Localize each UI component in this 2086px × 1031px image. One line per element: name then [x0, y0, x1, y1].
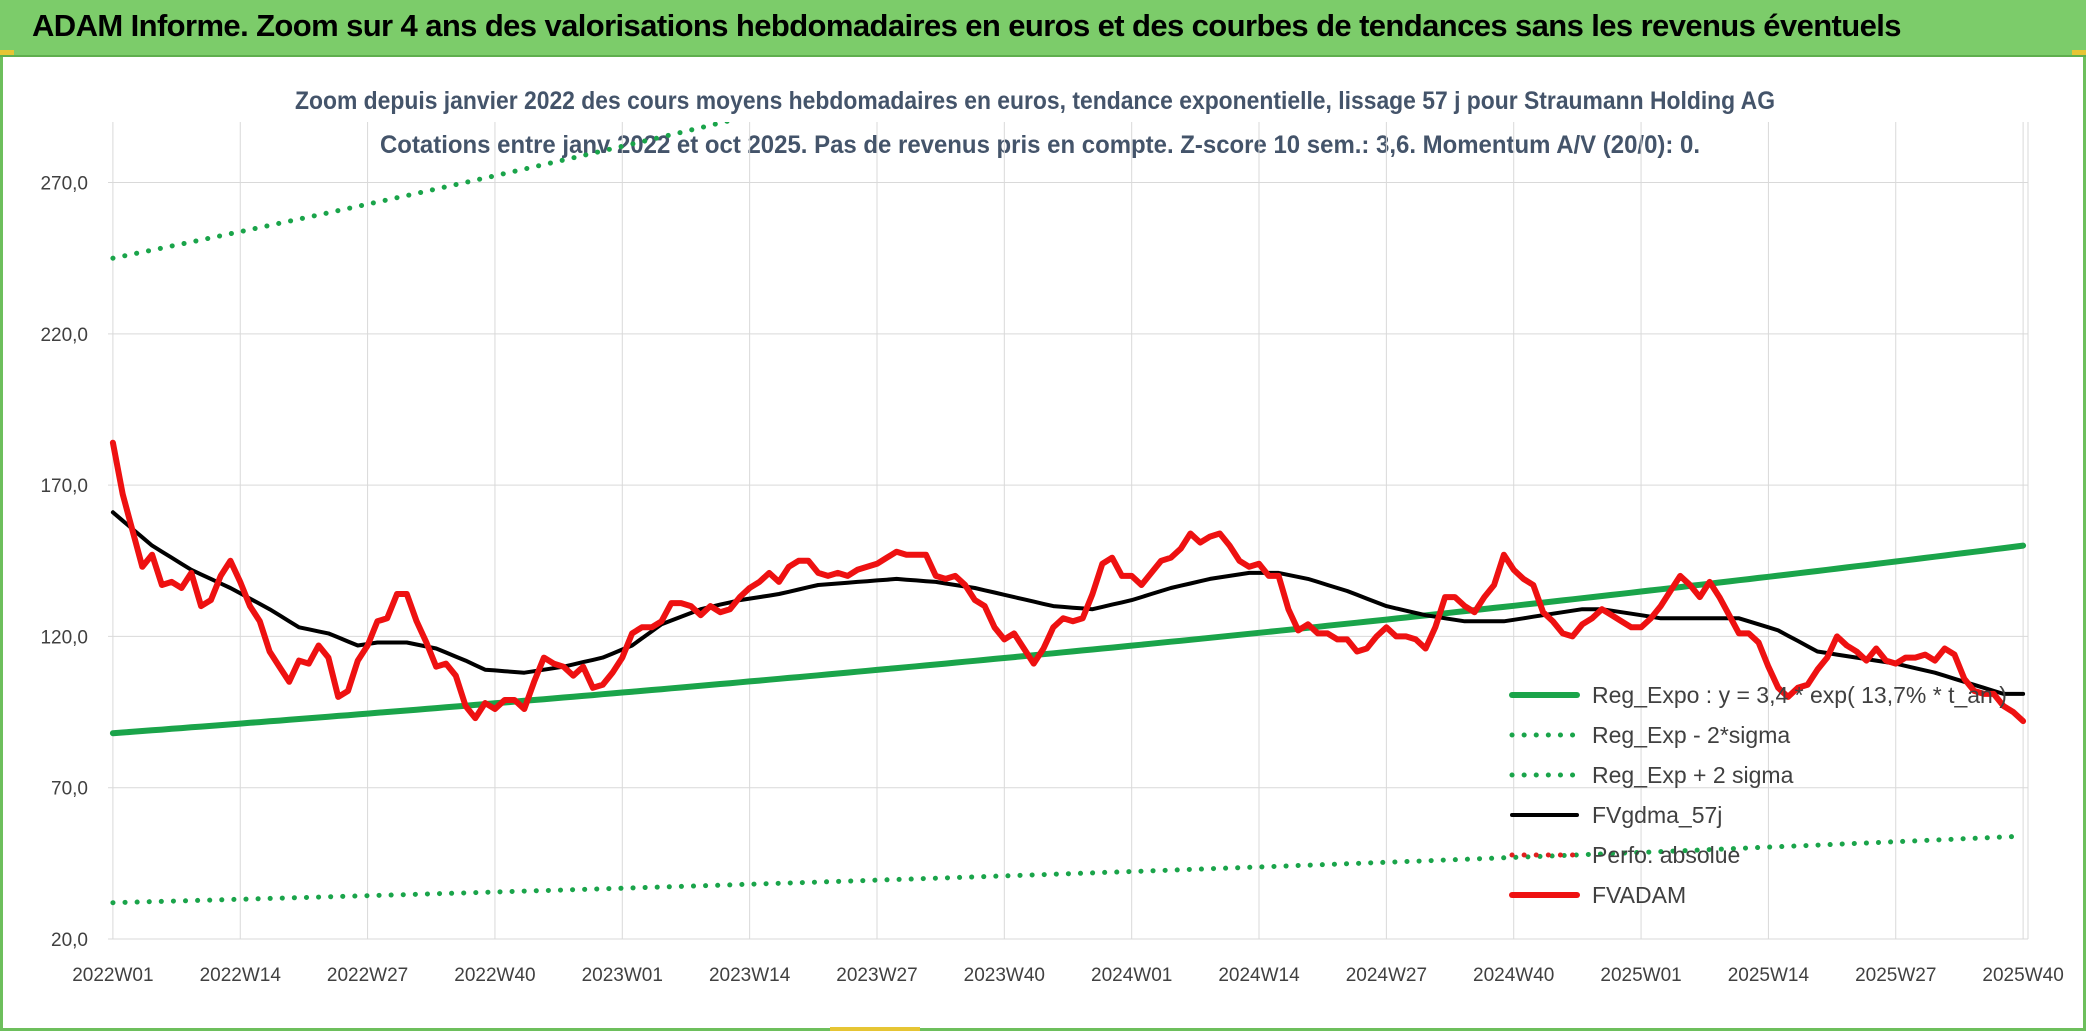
x-tick-label: 2022W27: [327, 965, 408, 986]
x-tick-label: 2022W14: [200, 965, 282, 986]
series-fvadam: [109, 439, 2027, 725]
x-tick-label: 2025W14: [1728, 965, 1810, 986]
legend-reg-exp-minus-2sigma-label: Reg_Exp - 2*sigma: [1592, 722, 1790, 748]
x-tick-label: 2023W14: [709, 965, 791, 986]
y-tick-label: 270,0: [40, 174, 88, 195]
legend-perfo-absolue-label: Perfo. absolue: [1592, 842, 1740, 868]
chart-title-line1: Zoom depuis janvier 2022 des cours moyen…: [295, 87, 1775, 115]
y-tick-label: 170,0: [40, 476, 88, 497]
series-reg-exp-minus-2sigma: [110, 833, 2026, 906]
bottom-mark: [830, 1027, 920, 1031]
chart-title-line2: Cotations entre janv 2022 et oct 2025. P…: [380, 131, 1700, 159]
x-tick-label: 2024W27: [1346, 965, 1427, 986]
x-tick-label: 2022W40: [454, 965, 535, 986]
x-tick-label: 2022W01: [72, 965, 153, 986]
corner-mark-right: [2072, 50, 2086, 55]
y-tick-label: 220,0: [40, 325, 88, 346]
y-tick-label: 20,0: [51, 930, 88, 951]
corner-mark-left: [0, 50, 14, 55]
series-fvgdma-57j: [110, 510, 2026, 696]
legend-fvgdma-57j-label: FVgdma_57j: [1592, 802, 1722, 828]
x-tick-label: 2024W14: [1218, 965, 1300, 986]
legend-reg-exp-plus-2sigma-label: Reg_Exp + 2 sigma: [1592, 762, 1794, 788]
banner: ADAM Informe. Zoom sur 4 ans des valoris…: [0, 0, 2086, 57]
y-tick-label: 120,0: [40, 627, 88, 648]
x-tick-label: 2025W40: [1982, 965, 2063, 986]
x-tick-label: 2024W40: [1473, 965, 1554, 986]
banner-title: ADAM Informe. Zoom sur 4 ans des valoris…: [32, 8, 1902, 43]
legend-reg-expo-label: Reg_Expo : y = 3,4 * exp( 13,7% * t_an ): [1592, 682, 2007, 708]
x-tick-label: 2025W01: [1600, 965, 1681, 986]
y-tick-label: 70,0: [51, 779, 88, 800]
x-tick-label: 2025W27: [1855, 965, 1936, 986]
x-tick-label: 2023W01: [582, 965, 663, 986]
legend-fvadam-label: FVADAM: [1592, 882, 1686, 908]
series-reg-exp-plus-2sigma: [110, 122, 735, 261]
x-tick-label: 2024W01: [1091, 965, 1172, 986]
x-tick-label: 2023W40: [964, 965, 1045, 986]
x-tick-label: 2023W27: [836, 965, 917, 986]
